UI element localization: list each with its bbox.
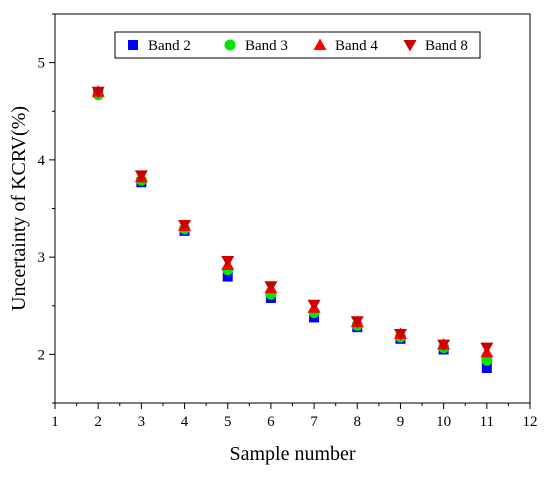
point-series2-x11 bbox=[481, 354, 493, 366]
legend-label-4: Band 8 bbox=[425, 38, 468, 54]
x-tick-label-5: 5 bbox=[224, 414, 232, 430]
legend-label-2: Band 3 bbox=[245, 38, 288, 54]
x-tick-label-9: 9 bbox=[397, 414, 405, 430]
legend: Band 2 Band 3 Band 4 Band 8 bbox=[114, 31, 481, 59]
legend-box bbox=[114, 31, 481, 59]
x-tick-label-1: 1 bbox=[51, 414, 59, 430]
legend-marker-3 bbox=[313, 38, 327, 50]
x-tick-label-8: 8 bbox=[354, 414, 362, 430]
x-tick-label-11: 11 bbox=[480, 414, 494, 430]
point-series4-x11 bbox=[480, 342, 494, 355]
point-series1-x11 bbox=[481, 362, 492, 373]
point-series4-x3 bbox=[134, 170, 148, 182]
legend-marker-2 bbox=[224, 39, 236, 51]
legend-marker-1 bbox=[128, 40, 138, 50]
point-series4-x6 bbox=[264, 281, 278, 293]
data-points bbox=[91, 85, 494, 373]
x-axis-label: Sample number bbox=[229, 443, 355, 465]
legend-marker-4 bbox=[403, 40, 417, 52]
x-tick-label-10: 10 bbox=[436, 414, 451, 430]
legend-label-1: Band 2 bbox=[148, 38, 191, 54]
plot-area-frame bbox=[54, 13, 531, 404]
x-tick-label-3: 3 bbox=[138, 414, 146, 430]
y-tick-label-2: 2 bbox=[38, 347, 46, 363]
y-tick-label-5: 5 bbox=[38, 56, 46, 72]
point-series4-x9 bbox=[393, 328, 407, 341]
x-tick-label-4: 4 bbox=[181, 414, 189, 430]
axis-ticks bbox=[49, 13, 531, 409]
point-series4-x8 bbox=[350, 316, 364, 328]
y-tick-label-4: 4 bbox=[38, 153, 46, 169]
x-tick-label-2: 2 bbox=[94, 414, 102, 430]
x-tick-label-7: 7 bbox=[310, 414, 318, 430]
point-series1-x5 bbox=[222, 271, 233, 282]
y-tick-label-3: 3 bbox=[38, 250, 46, 266]
point-series4-x7 bbox=[307, 299, 321, 312]
point-series4-x5 bbox=[221, 256, 235, 268]
x-tick-label-6: 6 bbox=[267, 414, 275, 430]
point-series4-x10 bbox=[437, 339, 451, 352]
legend-label-3: Band 4 bbox=[335, 38, 378, 54]
point-series4-x4 bbox=[178, 220, 192, 232]
x-tick-label-12: 12 bbox=[523, 414, 538, 430]
y-axis-label: Uncertainty of KCRV(%) bbox=[8, 106, 30, 311]
point-series4-x2 bbox=[91, 86, 105, 99]
